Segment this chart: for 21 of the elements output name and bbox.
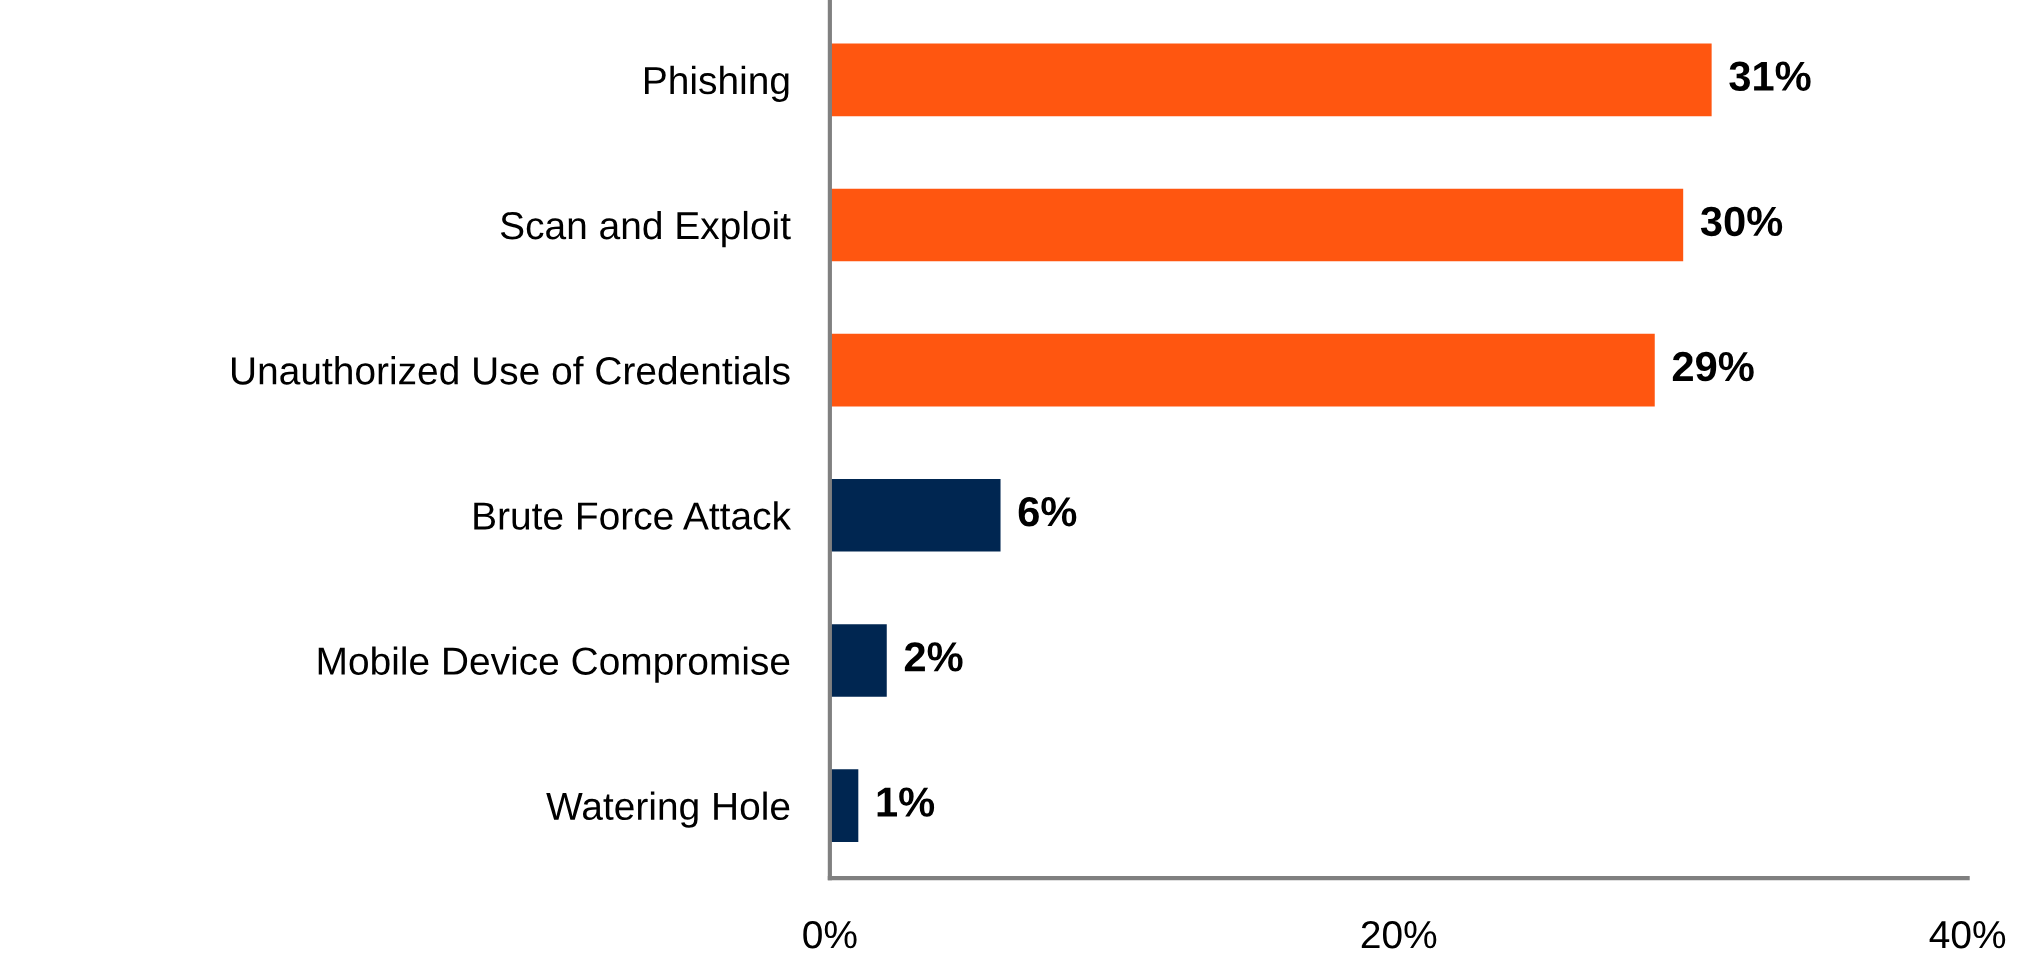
x-tick-label: 40% (1929, 920, 2006, 949)
y-tick-label: Unauthorized Use of Credentials (231, 356, 790, 385)
data-label: 30% (1700, 206, 1783, 237)
data-label: 29% (1672, 351, 1754, 382)
bar (829, 624, 887, 697)
bar (829, 333, 1655, 407)
y-tick-label: Scan and Exploit (500, 210, 791, 248)
y-tick-label: Mobile Device Compromise (318, 646, 790, 683)
data-label: 1% (877, 787, 935, 817)
bar (829, 188, 1684, 262)
y-tick-label: Phishing (645, 65, 789, 102)
x-tick-label: 20% (1361, 920, 1437, 949)
data-label: 6% (1018, 496, 1077, 527)
bar (829, 769, 859, 842)
y-tick-label: Watering Hole (546, 791, 790, 828)
x-tick-label: 0% (803, 920, 857, 949)
data-label: 31% (1729, 61, 1811, 92)
bar (829, 479, 1001, 552)
y-tick-label: Brute Force Attack (474, 501, 792, 530)
data-label: 2% (904, 642, 963, 672)
bar (829, 43, 1712, 117)
